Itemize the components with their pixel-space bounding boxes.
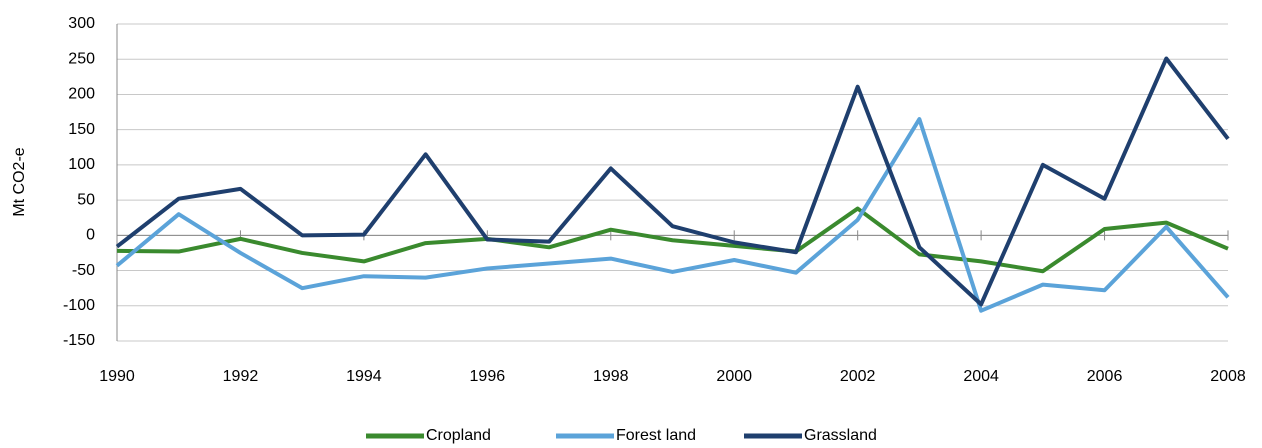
legend-label: Forest land	[616, 427, 696, 444]
x-tick-label: 1992	[223, 368, 259, 385]
x-tick-label: 2000	[716, 368, 752, 385]
line-series	[115, 56, 1230, 307]
y-tick-label: 50	[77, 191, 95, 208]
y-tick-label: 250	[68, 50, 95, 67]
line-series	[116, 206, 1229, 274]
y-tick-label: 150	[68, 121, 95, 138]
y-tick-label: -150	[63, 332, 95, 349]
x-tick-label: 1994	[346, 368, 382, 385]
x-tick-label: 2008	[1210, 368, 1246, 385]
x-tick-label: 1990	[99, 368, 135, 385]
line-series	[115, 117, 1230, 313]
x-tick-label: 2006	[1087, 368, 1123, 385]
y-tick-label: -50	[72, 262, 95, 279]
legend-label: Cropland	[426, 427, 491, 444]
legend-label: Grassland	[804, 427, 877, 444]
y-tick-label: 100	[68, 156, 95, 173]
x-tick-label: 2002	[840, 368, 876, 385]
x-tick-label: 2004	[963, 368, 999, 385]
y-tick-label: 300	[68, 15, 95, 32]
x-tick-label: 1998	[593, 368, 629, 385]
y-tick-label: 200	[68, 86, 95, 103]
y-axis-label: Mt CO2-e	[11, 147, 28, 216]
x-tick-label: 1996	[470, 368, 506, 385]
y-tick-label: -100	[63, 297, 95, 314]
y-tick-label: 0	[86, 227, 95, 244]
